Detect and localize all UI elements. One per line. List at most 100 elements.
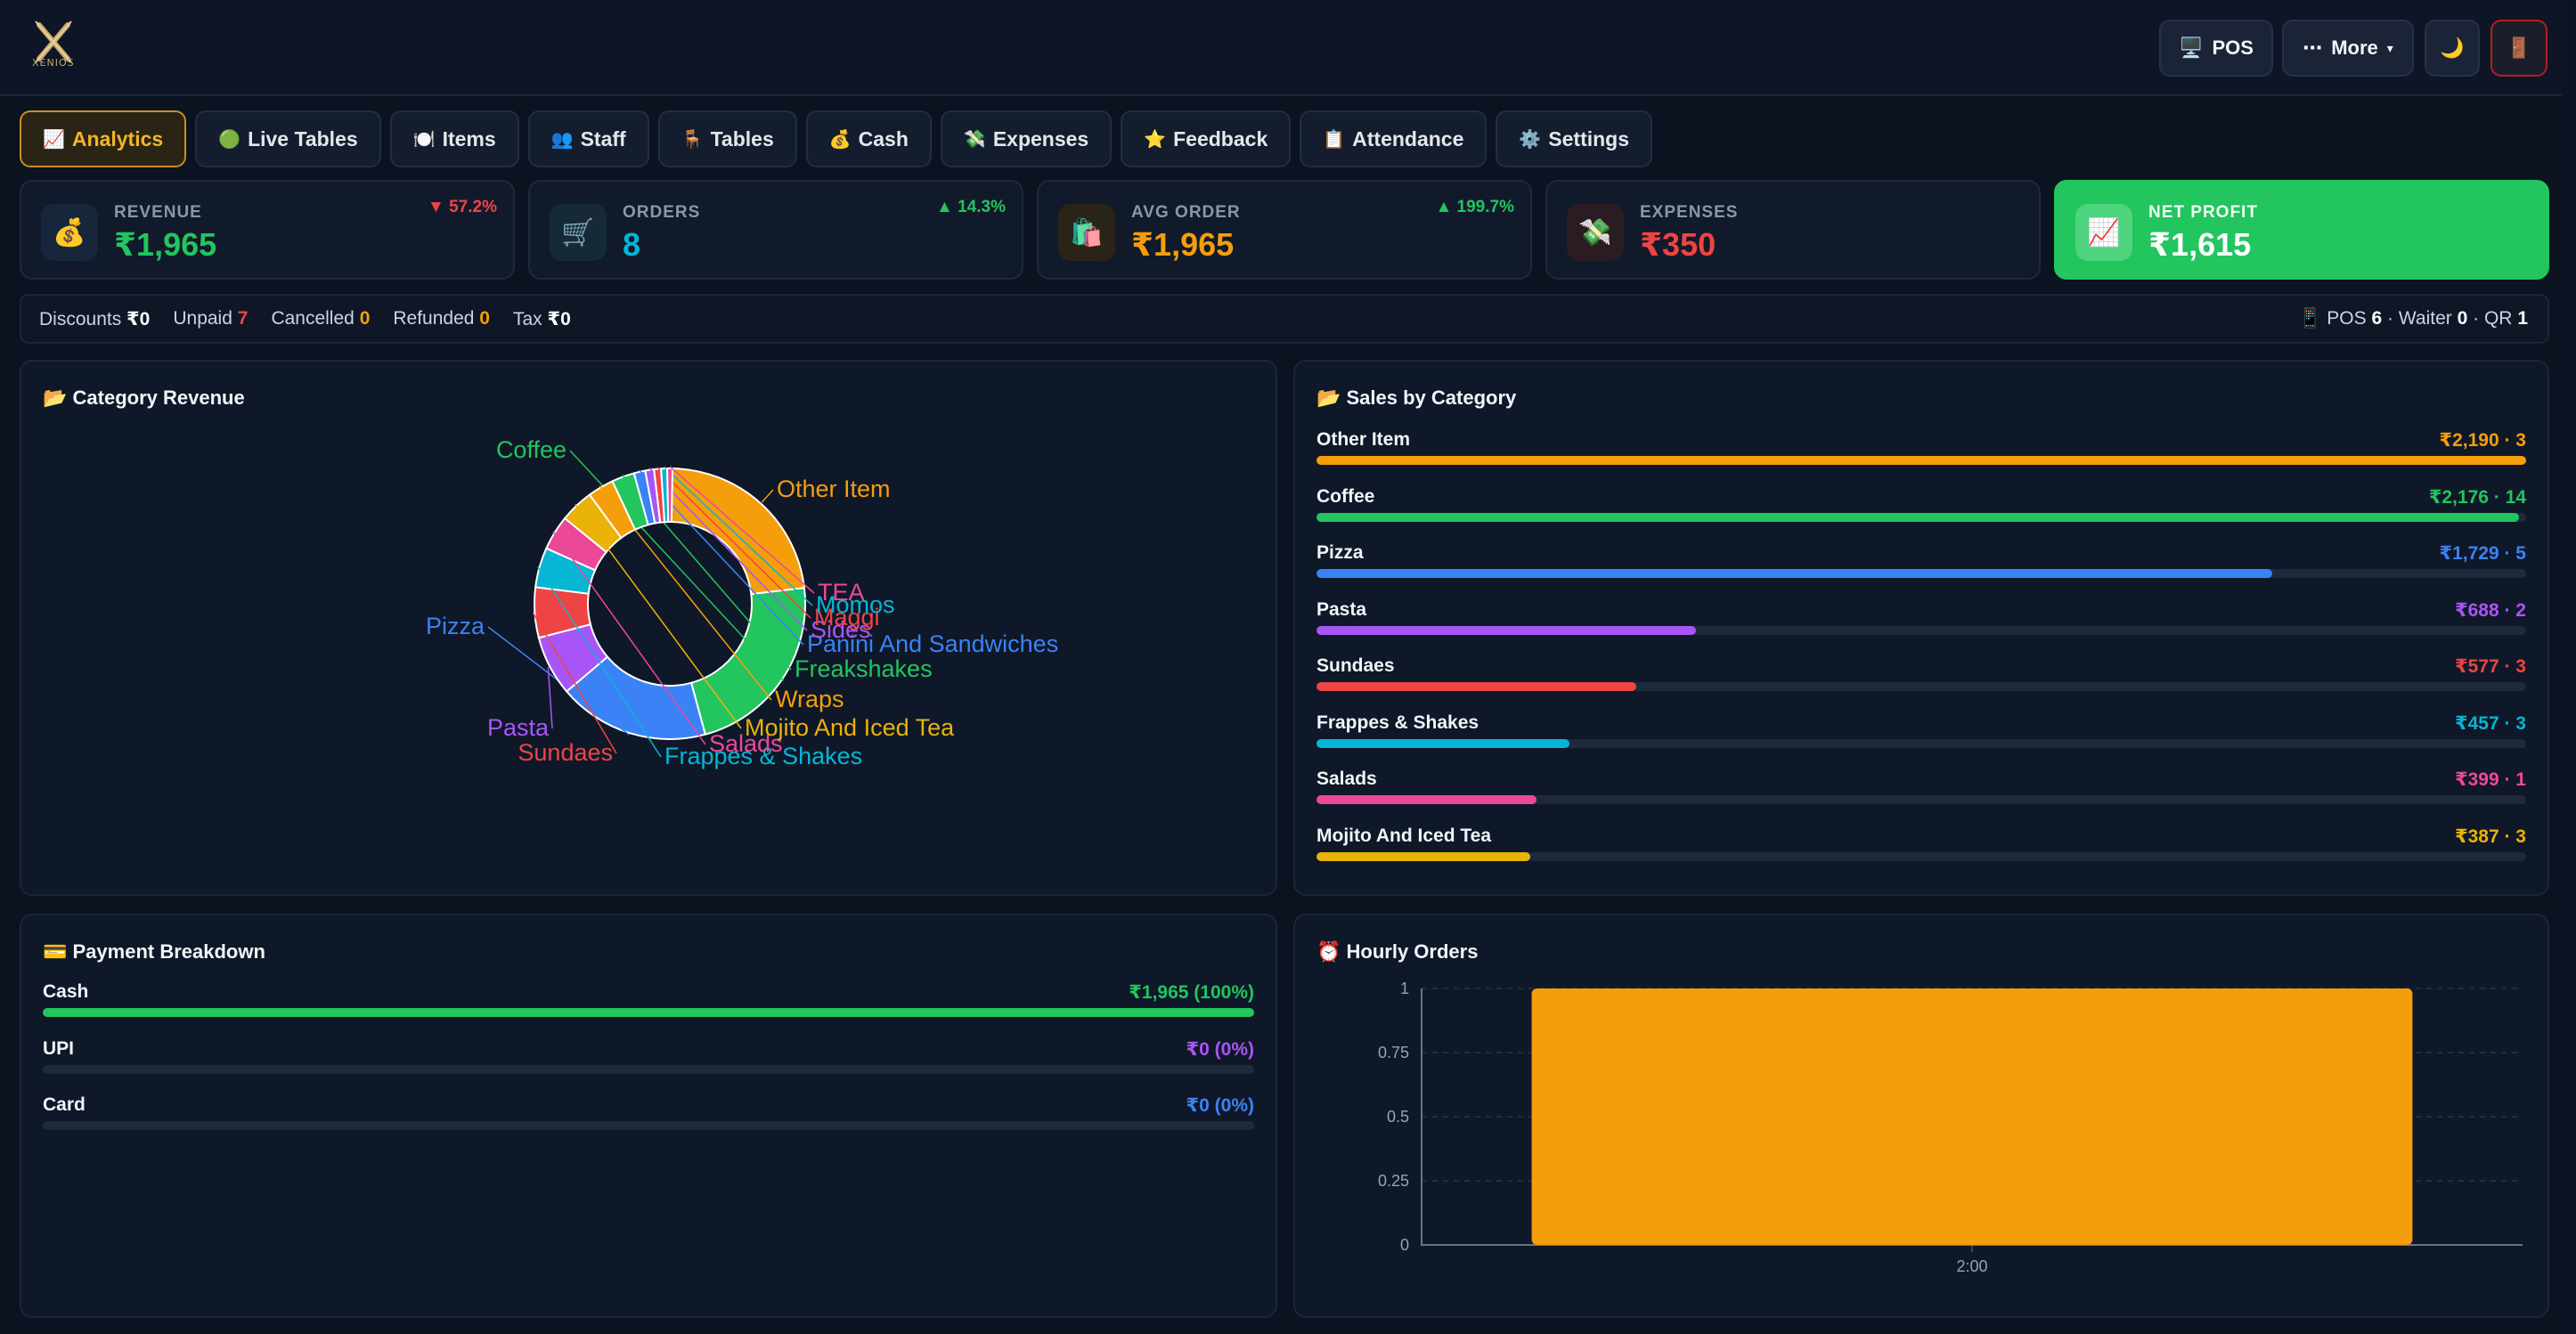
row-value: ₹457 · 3 [2455,712,2526,734]
tab-icon: ⚙️ [1519,129,1542,150]
tab-icon: 🍽️ [412,129,436,150]
orders-delta: ▲ 14.3% [936,198,1006,216]
category-revenue-title: 📂 Category Revenue [43,386,245,409]
donut-label: Salads [709,730,783,757]
revenue-card: 💰 REVENUE ₹1,965 ▼ 57.2% [20,180,515,280]
tab-icon: 👥 [550,129,574,150]
expenses-label: EXPENSES [1640,203,1739,222]
row-value: ₹399 · 1 [2455,769,2526,790]
cart-icon: 🛒 [550,204,607,261]
row-name: Coffee [1317,485,1375,507]
ellipsis-icon: ⋯ [2303,37,2323,59]
cancelled-stat: Cancelled 0 [271,308,371,329]
donut-label: Other Item [777,476,891,502]
donut-leader-line [663,466,813,606]
bar-track [1317,795,2526,804]
donut-label: Pasta [487,714,550,741]
tab-analytics[interactable]: 📈 Analytics [20,110,187,167]
donut-leader-line [761,489,774,503]
x-tick-label: 2:00 [1956,1257,1987,1275]
pos-button-label: POS [2212,37,2254,59]
theme-toggle-button[interactable]: 🌙 [2425,20,2480,77]
row-name: Card [43,1094,86,1115]
category-row-sundaes: Sundaes ₹577 · 3 [1317,655,2526,707]
door-icon: 🚪 [2507,37,2531,59]
tab-staff[interactable]: 👥 Staff [527,110,649,167]
logout-button[interactable]: 🚪 [2490,20,2547,77]
payment-row-card: Card ₹0 (0%) [43,1094,1254,1146]
row-value: ₹688 · 2 [2455,599,2526,621]
xenios-logo[interactable] [27,16,82,77]
bar-track [1317,851,2526,861]
hourly-bar[interactable] [1531,988,2413,1245]
tab-live-tables[interactable]: 🟢 Live Tables [195,110,381,167]
row-value: ₹2,176 · 14 [2428,486,2526,508]
chart-up-icon: 📈 [2075,204,2132,261]
tab-cash[interactable]: 💰 Cash [805,110,932,167]
y-tick-label: 0.75 [1378,1044,1409,1062]
revenue-value: ₹1,965 [114,226,217,263]
tab-tables[interactable]: 🪑 Tables [657,110,797,167]
tab-feedback[interactable]: ⭐ Feedback [1121,110,1292,167]
scrollbar[interactable] [2562,0,2576,1334]
tab-attendance[interactable]: 📋 Attendance [1300,110,1488,167]
discounts-stat: Discounts ₹0 [39,309,151,329]
donut-leader-line [532,612,617,754]
sales-by-category-title: 📂 Sales by Category [1317,386,1517,409]
logo-text: XENIOS [32,57,75,69]
bar-fill [1317,569,2272,578]
tab-label: Cash [858,126,909,150]
payment-row-upi: UPI ₹0 (0%) [43,1038,1254,1090]
row-name: Cash [43,981,89,1002]
category-revenue-panel: 📂 Category Revenue Other Item Coffee Pizza… [20,360,1277,896]
category-row-pasta: Pasta ₹688 · 2 [1317,599,2526,651]
row-value: ₹387 · 3 [2455,826,2526,847]
net-profit-value: ₹1,615 [2148,226,2252,263]
bar-fill [1317,682,1636,691]
tab-items[interactable]: 🍽️ Items [389,110,519,167]
summary-strip: Discounts ₹0 Unpaid 7 Cancelled 0 Refund… [20,294,2549,344]
refunded-stat: Refunded 0 [393,308,490,329]
net-profit-label: NET PROFIT [2148,203,2258,222]
avg-order-value: ₹1,965 [1131,226,1235,263]
desktop-icon: 🖥️ [2179,37,2204,59]
donut-slice-coffee[interactable] [689,587,806,736]
bar-track [43,1121,1254,1130]
tab-icon: 🟢 [218,129,241,150]
revenue-label: REVENUE [114,203,202,222]
row-value: ₹1,965 (100%) [1129,982,1254,1003]
expenses-card: 💸 EXPENSES ₹350 [1545,180,2041,280]
more-button[interactable]: ⋯ More ▾ [2282,20,2414,77]
row-value: ₹1,729 · 5 [2439,543,2526,564]
bar-fill [43,1008,1254,1017]
row-name: Salads [1317,769,1377,789]
tab-label: Settings [1548,126,1630,150]
donut-leader-line [656,467,811,619]
bar-fill [1317,738,1569,748]
money-wings-icon: 💸 [1567,204,1624,261]
donut-label: Maggi [814,604,880,630]
tab-expenses[interactable]: 💸 Expenses [940,110,1113,167]
donut-label: Panini And Sandwiches [807,630,1058,657]
bar-track [1317,625,2526,635]
hourly-orders-title: ⏰ Hourly Orders [1317,940,1479,963]
bar-track [43,1064,1254,1074]
tab-settings[interactable]: ⚙️ Settings [1496,110,1653,167]
y-tick-label: 0.25 [1378,1172,1409,1190]
unpaid-stat: Unpaid 7 [173,308,249,329]
hourly-orders-bar-chart: 0 0.25 0.5 0.75 1 2:00 [1378,980,2523,1275]
donut-leader-line [552,531,706,745]
donut-label: Freakshakes [795,655,933,682]
donut-leader-line [669,466,815,594]
hourly-orders-panel: ⏰ Hourly Orders 0 0.25 0.5 0.75 1 2:00 [1293,914,2549,1318]
pos-button[interactable]: 🖥️ POS [2159,20,2273,77]
donut-label: Coffee [496,436,567,463]
tab-label: Analytics [71,126,164,150]
donut-label: Sundaes [518,739,613,766]
donut-label: Pizza [426,613,485,639]
donut-leader-line [575,504,742,729]
category-row-pizza: Pizza ₹1,729 · 5 [1317,542,2526,594]
bar-track [1317,456,2526,465]
donut-slice-tea[interactable] [666,467,674,524]
donut-label: Wraps [775,686,844,712]
